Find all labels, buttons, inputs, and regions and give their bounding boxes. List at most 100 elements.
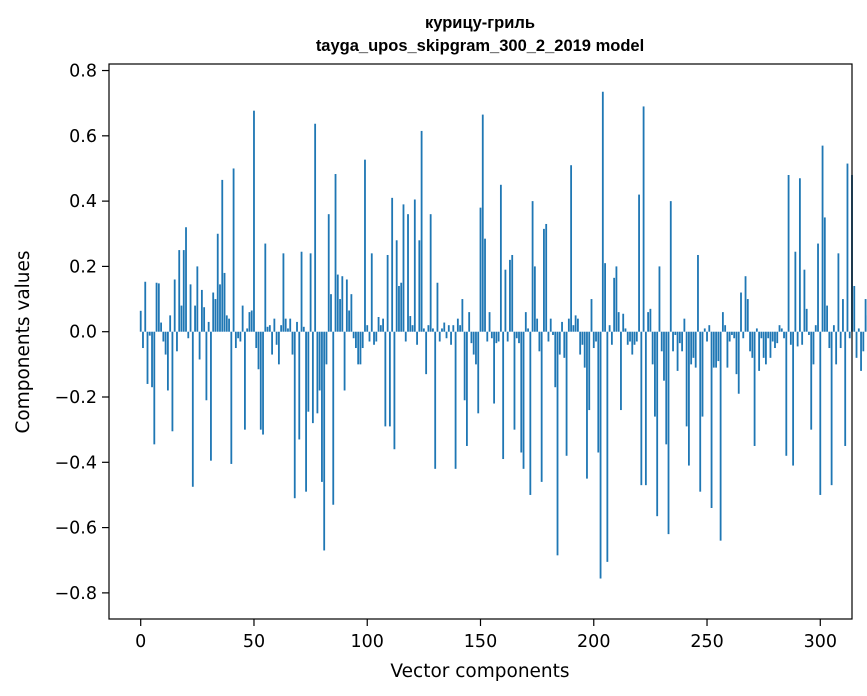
bar: [368, 331, 371, 342]
chart-subtitle: tayga_upos_skipgram_300_2_2019 model: [316, 37, 644, 55]
bar: [676, 331, 679, 371]
bar: [570, 165, 573, 332]
bar: [737, 331, 740, 394]
bar: [443, 322, 446, 332]
bar: [660, 331, 663, 352]
bar: [144, 281, 147, 332]
bar: [767, 331, 770, 339]
bar: [422, 328, 425, 332]
bar: [434, 331, 437, 469]
bar: [697, 254, 699, 332]
y-tick-label: −0.8: [55, 584, 98, 604]
bar: [475, 331, 477, 365]
bar: [749, 331, 751, 352]
bar: [452, 325, 455, 332]
y-axis-ticks: −0.8 −0.6 −0.4 −0.2 0.0 0.2 0.4 0.6 0.8: [55, 62, 109, 604]
bar: [176, 331, 178, 352]
bar: [538, 331, 541, 352]
bar: [352, 331, 355, 339]
bar: [853, 286, 856, 332]
bar: [701, 331, 704, 417]
bar: [484, 238, 486, 332]
bar: [642, 106, 645, 332]
bar: [556, 331, 559, 556]
x-tick-label: 50: [243, 632, 265, 652]
bar: [760, 331, 763, 339]
bar: [142, 331, 144, 349]
bar: [540, 331, 543, 482]
bar: [447, 325, 450, 332]
bar: [364, 159, 366, 332]
bar: [536, 318, 539, 332]
bar: [629, 331, 631, 342]
bar: [615, 266, 618, 332]
bar: [744, 276, 747, 332]
x-tick-label: 250: [690, 632, 723, 652]
bar: [801, 331, 804, 345]
bar: [178, 250, 181, 332]
bar: [577, 318, 579, 332]
bar: [821, 145, 824, 332]
bar: [350, 294, 353, 332]
bar: [255, 331, 258, 349]
bar: [189, 284, 192, 332]
bar: [735, 331, 738, 375]
bar: [277, 331, 280, 365]
bar: [355, 331, 357, 349]
bar: [758, 331, 761, 371]
bar: [456, 318, 459, 332]
bar: [246, 328, 249, 332]
bar: [819, 331, 822, 495]
bar: [755, 328, 758, 332]
bar: [200, 289, 203, 332]
bar: [196, 266, 199, 332]
bar: [531, 201, 534, 332]
bar: [166, 331, 169, 391]
bar: [148, 331, 151, 336]
bar: [624, 328, 627, 332]
bar: [398, 286, 400, 332]
bar: [638, 194, 640, 332]
bar: [724, 325, 727, 332]
bar: [647, 312, 650, 332]
bar: [515, 331, 518, 339]
bar: [332, 331, 335, 505]
bar: [814, 325, 817, 332]
bar: [302, 326, 305, 332]
bar: [293, 331, 296, 499]
bar: [361, 331, 364, 349]
bar: [241, 305, 244, 332]
plot-frame: [108, 63, 853, 620]
bar: [547, 331, 550, 342]
bar: [848, 331, 851, 339]
bar: [511, 254, 514, 332]
bar: [160, 322, 162, 332]
bar: [613, 277, 616, 332]
bar: [522, 331, 525, 469]
bar: [518, 331, 520, 344]
bar: [391, 197, 394, 332]
bar: [375, 331, 378, 342]
bar: [153, 331, 156, 445]
bar: [826, 305, 828, 332]
bar: [287, 328, 289, 332]
bar: [846, 163, 849, 332]
bar: [533, 266, 536, 332]
bar: [386, 254, 389, 332]
bar: [207, 321, 210, 332]
bar: [644, 331, 647, 486]
y-tick-label: 0.2: [69, 257, 97, 277]
bar: [497, 331, 500, 342]
bar: [703, 328, 706, 332]
bar: [221, 179, 224, 332]
bar: [565, 331, 568, 456]
bar: [488, 312, 491, 332]
bar: [595, 331, 597, 342]
bar: [835, 331, 838, 365]
bar: [427, 325, 430, 332]
bar: [810, 331, 813, 430]
bar: [411, 325, 414, 332]
bar: [656, 331, 659, 517]
bar: [298, 331, 301, 440]
bar: [146, 331, 149, 384]
